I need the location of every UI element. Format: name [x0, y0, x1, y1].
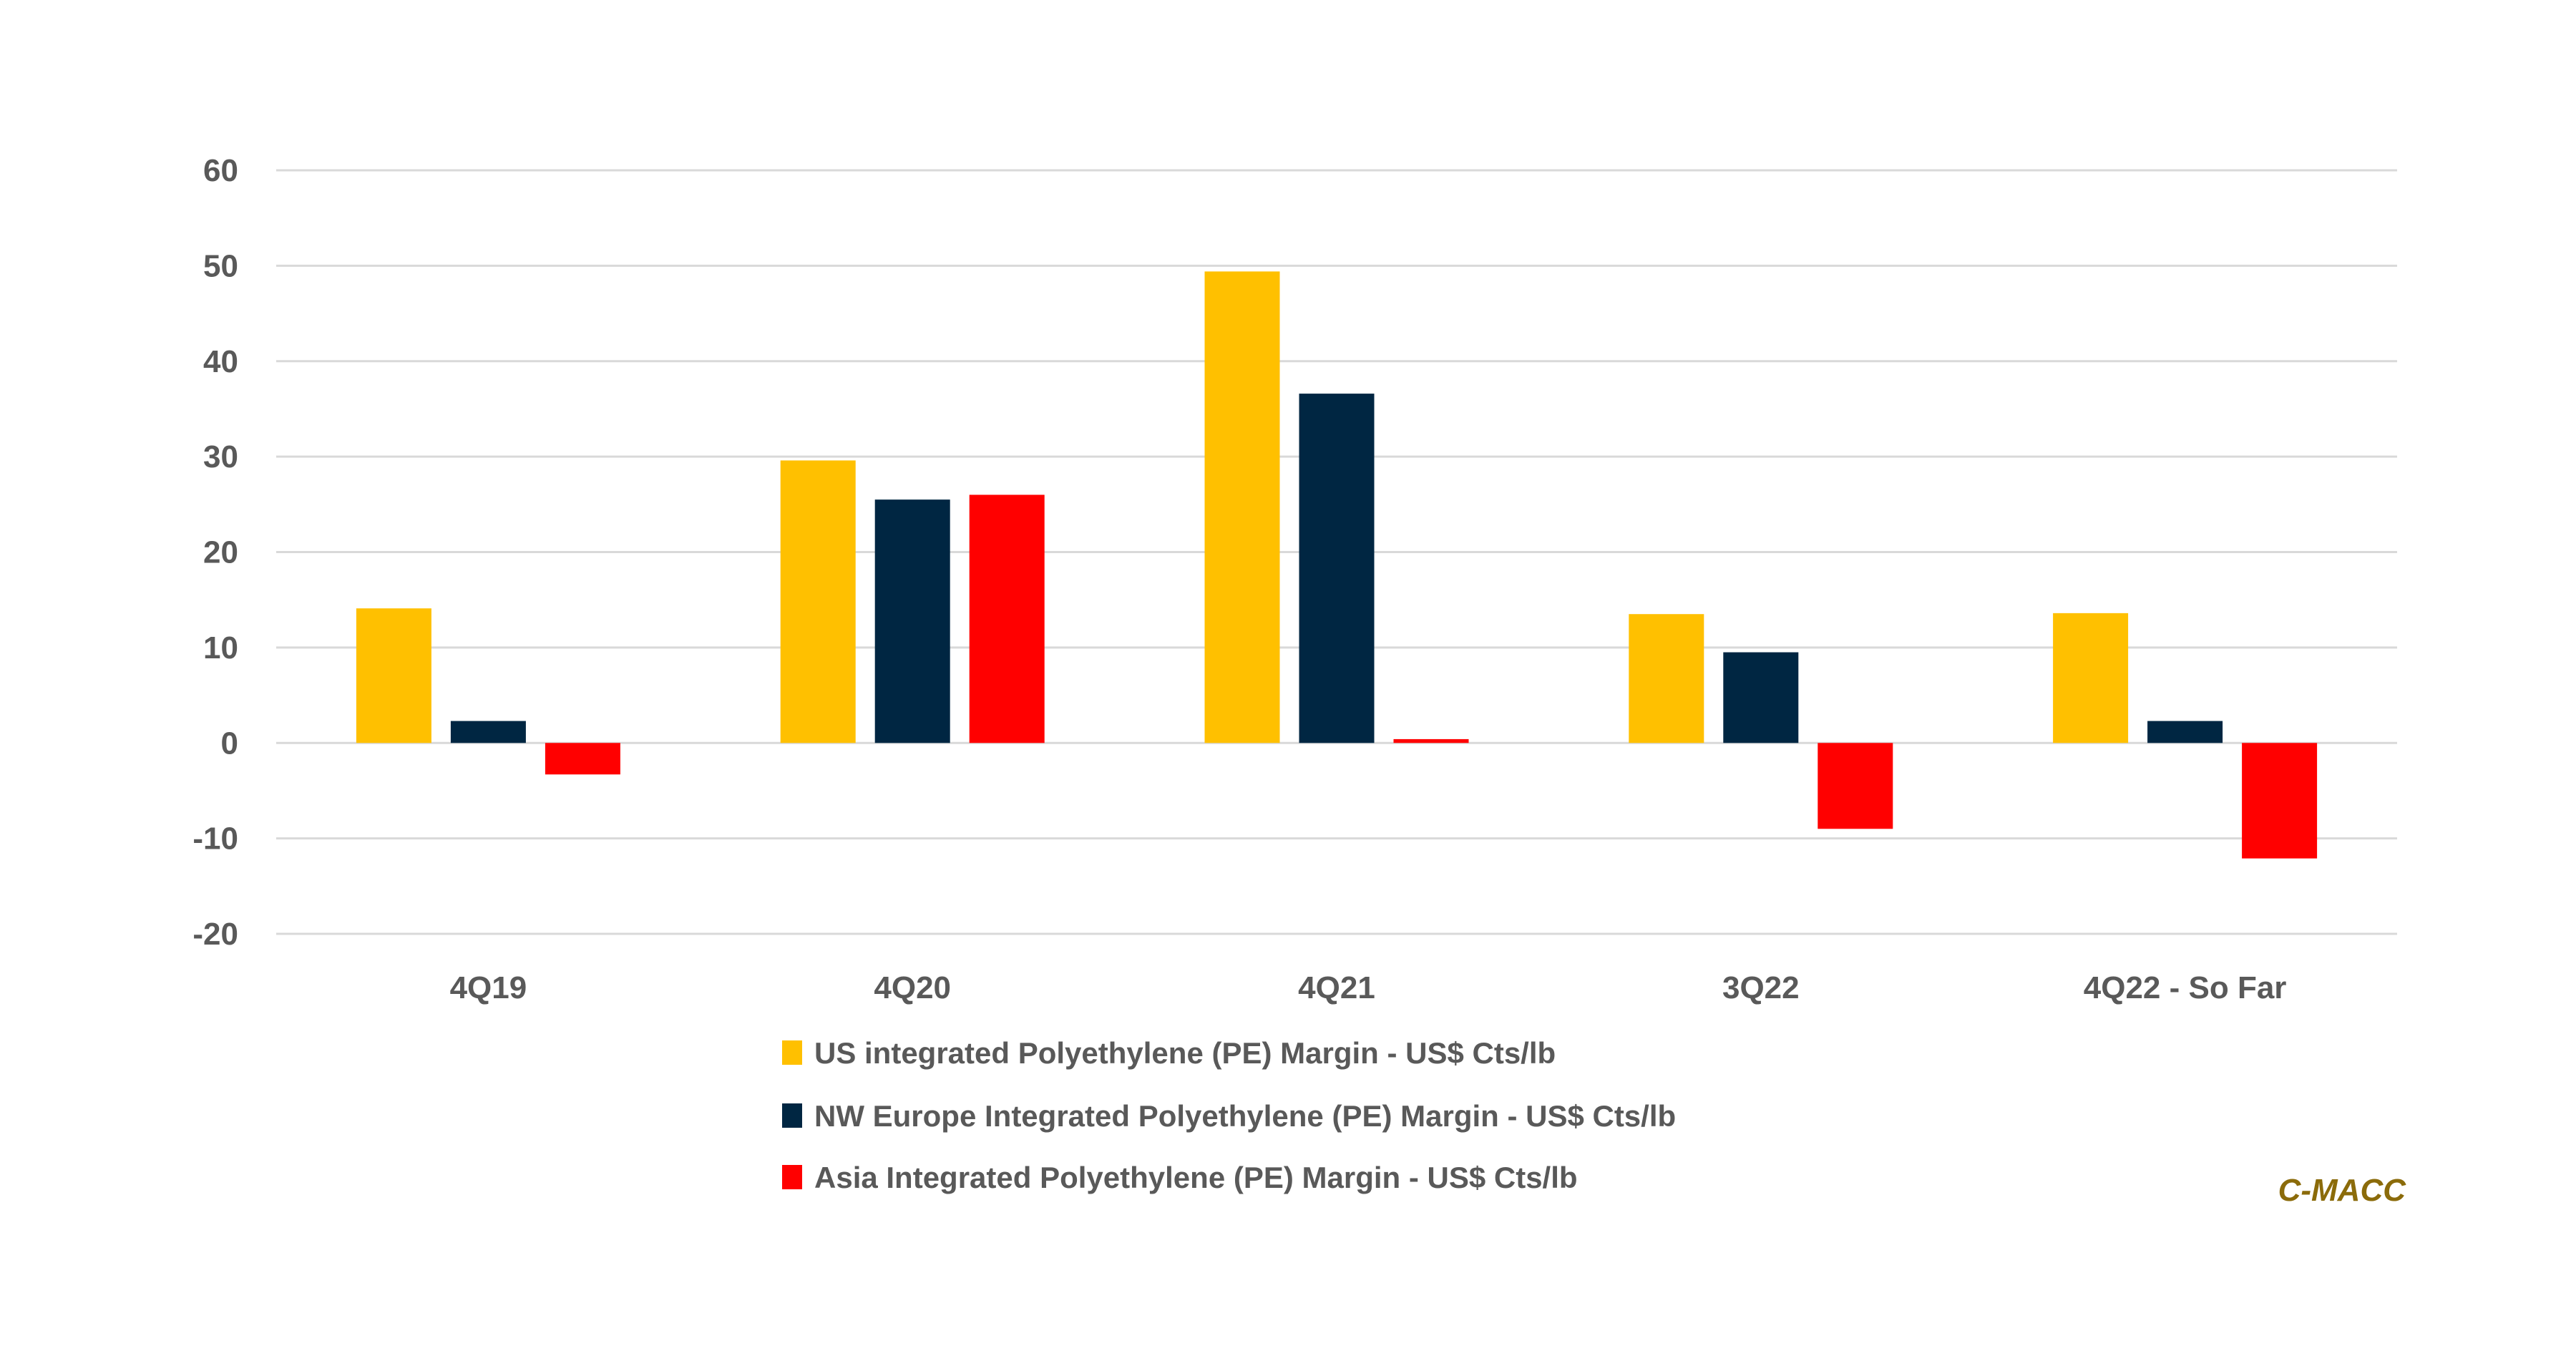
y-tick-label: 30 [203, 439, 238, 474]
x-tick-label: 4Q22 - So Far [2084, 970, 2287, 1005]
y-axis-ticks: 60 50 40 30 20 10 0 -10 -20 [192, 153, 238, 952]
bar [969, 494, 1045, 743]
bar [1299, 394, 1375, 743]
x-tick-label: 4Q21 [1298, 970, 1375, 1005]
y-tick-label: 40 [203, 344, 238, 379]
bar [450, 721, 526, 743]
x-tick-label: 3Q22 [1722, 970, 1800, 1005]
y-tick-label: 20 [203, 535, 238, 570]
bar [874, 499, 950, 743]
x-tick-label: 4Q20 [874, 970, 951, 1005]
bar [1393, 738, 1469, 743]
legend-label: NW Europe Integrated Polyethylene (PE) M… [814, 1099, 1676, 1133]
bars [356, 271, 2318, 859]
bar [1204, 271, 1280, 743]
y-tick-label: 0 [221, 726, 238, 761]
bar [2053, 613, 2129, 743]
legend-label: Asia Integrated Polyethylene (PE) Margin… [814, 1161, 1578, 1194]
y-tick-label: 10 [203, 630, 238, 665]
bar [2147, 721, 2223, 743]
bar [356, 608, 431, 743]
y-tick-label: 60 [203, 153, 238, 188]
bar [1818, 743, 1893, 829]
legend-swatch [782, 1165, 802, 1189]
legend-swatch [782, 1103, 802, 1128]
bar [1723, 652, 1799, 743]
legend-swatch [782, 1040, 802, 1065]
bar [780, 460, 856, 743]
x-tick-label: 4Q19 [450, 970, 527, 1005]
legend-label: US integrated Polyethylene (PE) Margin -… [814, 1036, 1556, 1070]
legend: US integrated Polyethylene (PE) Margin -… [782, 1036, 1676, 1194]
y-tick-label: -10 [192, 821, 238, 857]
x-axis-ticks: 4Q19 4Q20 4Q21 3Q22 4Q22 - So Far [450, 970, 2287, 1005]
bar [2242, 743, 2318, 859]
y-tick-label: 50 [203, 248, 238, 283]
y-tick-label: -20 [192, 917, 238, 952]
bar [1629, 614, 1704, 743]
source-label: C-MACC [2278, 1173, 2407, 1208]
bar [545, 743, 620, 775]
